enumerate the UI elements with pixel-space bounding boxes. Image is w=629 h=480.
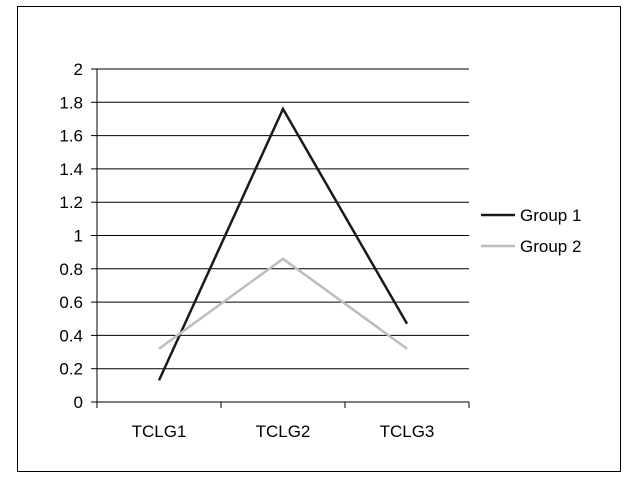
legend-label-2: Group 2 — [520, 237, 581, 256]
y-tick-label: 1.6 — [59, 127, 83, 146]
y-tick-label: 0.2 — [59, 360, 83, 379]
legend-label-1: Group 1 — [520, 206, 581, 225]
series-line-1 — [157, 106, 409, 381]
x-category-label: TCLG1 — [132, 422, 187, 441]
series-line-2 — [158, 257, 408, 350]
y-tick-label: 0.8 — [59, 260, 83, 279]
y-tick-label: 0.6 — [59, 293, 83, 312]
y-tick-label: 1 — [74, 227, 83, 246]
y-tick-label: 1.4 — [59, 160, 83, 179]
y-tick-label: 1.2 — [59, 193, 83, 212]
chart-frame — [17, 6, 621, 472]
y-tick-label: 0.4 — [59, 326, 83, 345]
y-tick-label: 2 — [74, 60, 83, 79]
y-tick-label: 1.8 — [59, 93, 83, 112]
x-category-label: TCLG2 — [256, 422, 311, 441]
y-tick-label: 0 — [74, 393, 83, 412]
x-category-label: TCLG3 — [380, 422, 435, 441]
